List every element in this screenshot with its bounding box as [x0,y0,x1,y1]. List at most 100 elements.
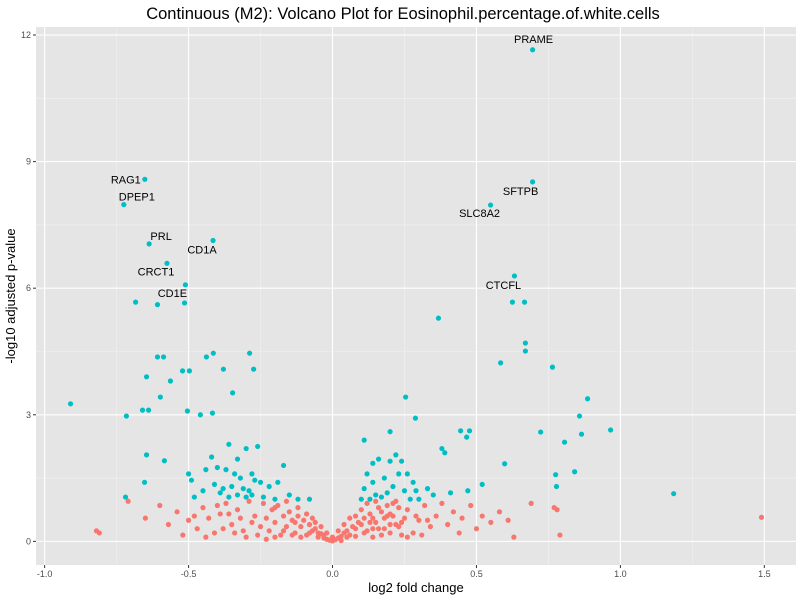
nonsignificant-point [266,528,272,534]
nonsignificant-point [295,513,301,519]
significant-point [361,437,367,443]
significant-point [390,483,396,490]
nonsignificant-point [174,509,180,515]
y-tick-label: 6 [26,283,31,293]
nonsignificant-point [344,528,350,534]
nonsignificant-point [358,507,364,513]
nonsignificant-point [384,513,390,519]
significant-point [232,471,238,477]
nonsignificant-point [257,524,264,530]
significant-point [529,179,536,185]
significant-point [416,496,422,502]
significant-point [146,241,152,247]
nonsignificant-point [283,498,290,504]
significant-point [249,492,255,498]
significant-point [191,494,197,500]
significant-point [211,481,218,488]
significant-point [181,300,188,306]
significant-point [123,413,129,419]
nonsignificant-point [306,521,313,528]
y-tick-label: 3 [26,410,31,420]
significant-point [188,477,195,483]
significant-point [430,492,436,498]
nonsignificant-point [387,521,393,528]
significant-point [160,354,167,360]
nonsignificant-point [370,534,376,540]
significant-point [465,488,471,494]
significant-point [67,401,74,407]
nonsignificant-point [554,507,560,513]
significant-point [381,475,387,481]
nonsignificant-point [396,524,402,530]
significant-point [529,47,536,53]
nonsignificant-point [378,532,385,538]
nonsignificant-point [289,532,295,538]
significant-point [413,488,419,494]
significant-point [553,472,559,478]
significant-point [214,464,220,471]
nonsignificant-point [399,532,405,538]
nonsignificant-point [445,521,451,528]
nonsignificant-point [223,500,229,506]
significant-point [498,360,504,366]
nonsignificant-point [304,511,310,517]
nonsignificant-point [361,515,367,521]
nonsignificant-point [96,530,102,536]
significant-point [387,429,393,435]
nonsignificant-point [390,513,396,519]
nonsignificant-point [315,534,321,540]
significant-point [203,354,210,360]
nonsignificant-point [378,509,385,515]
significant-point [410,479,416,485]
significant-point [370,479,376,485]
nonsignificant-point [263,515,269,521]
significant-point [182,282,189,288]
significant-point [370,460,376,466]
nonsignificant-point [557,532,563,538]
significant-point [167,378,174,384]
significant-point [538,429,544,435]
significant-point [387,458,393,464]
significant-point [295,496,301,502]
nonsignificant-point [272,534,278,540]
nonsignificant-point [410,530,416,536]
nonsignificant-point [246,498,252,504]
significant-point [255,443,261,450]
nonsignificant-point [456,530,462,536]
nonsignificant-point [384,502,390,509]
gene-label-slc8a2: SLC8A2 [459,208,500,220]
nonsignificant-point [364,500,370,506]
nonsignificant-point [324,530,330,536]
significant-point [247,350,253,356]
x-tick-label: 1.5 [758,569,771,579]
significant-point [243,494,249,500]
nonsignificant-point [528,500,534,506]
significant-point [286,492,292,498]
significant-point [229,483,235,490]
significant-point [220,486,226,492]
nonsignificant-point [433,513,439,519]
nonsignificant-point [439,500,445,506]
nonsignificant-point [367,511,373,517]
significant-point [143,452,150,458]
significant-point [306,496,313,502]
nonsignificant-point [401,515,408,521]
significant-point [553,483,560,490]
nonsignificant-point [237,515,243,521]
nonsignificant-point [479,513,485,519]
nonsignificant-point [301,517,307,523]
significant-point [179,368,186,374]
nonsignificant-point [298,524,304,530]
y-tick-label: 12 [21,30,31,40]
nonsignificant-point [125,498,131,504]
nonsignificant-point [468,502,474,509]
gene-label-cd1a: CD1A [187,245,217,257]
nonsignificant-point [338,533,344,539]
nonsignificant-point [361,530,367,536]
plot-panel [36,27,796,565]
significant-point [260,494,267,500]
nonsignificant-point [206,515,212,521]
x-tick-label: 0.0 [326,569,339,579]
